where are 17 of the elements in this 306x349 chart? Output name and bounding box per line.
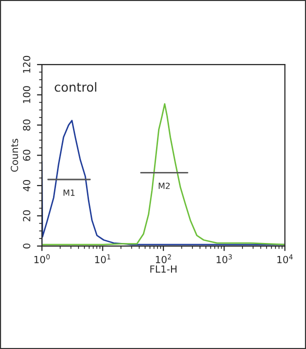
y-tick-label: 120 [22,56,30,73]
x-axis-title: FL1-H [150,265,176,273]
y-tick-label: 20 [22,210,30,222]
x-tick-label: 10$^{1}$ [95,254,110,264]
y-tick-label: 40 [22,180,30,192]
y-tick-label: 60 [22,150,30,161]
y-tick-label: 80 [22,120,30,131]
annotation: M1 [64,190,75,196]
y-tick-label: 100 [22,86,30,104]
x-tick-label: 10$^{0}$ [34,254,50,264]
x-tick-label: 10$^{4}$ [277,254,293,264]
annotation: control [54,82,96,92]
annotation: M2 [158,182,170,189]
x-tick-label: 10$^{3}$ [216,254,232,264]
x-tick-label: 10$^{2}$ [156,254,171,264]
y-axis-title: Counts [10,138,18,172]
y-tick-label: 0 [22,244,30,248]
